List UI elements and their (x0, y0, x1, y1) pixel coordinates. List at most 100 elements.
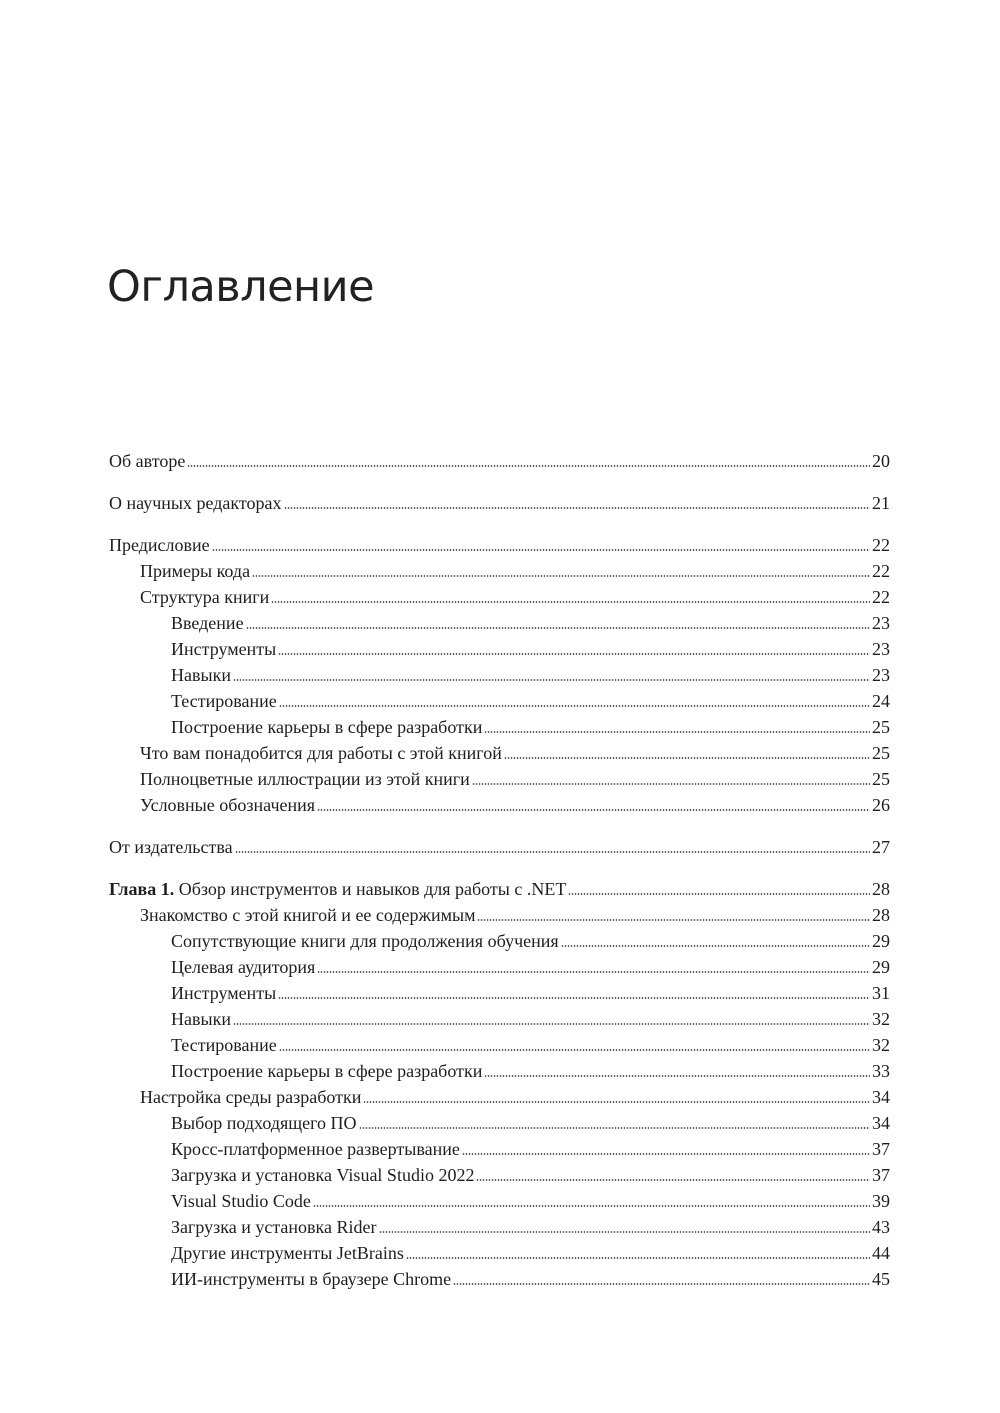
toc-entry[interactable]: Тестирование 32 (109, 1032, 890, 1058)
toc-entry[interactable]: Тестирование 24 (109, 688, 890, 714)
toc-entry-label: Структура книги (140, 587, 270, 607)
dot-leader (405, 1257, 870, 1259)
toc-entry[interactable]: Навыки 32 (109, 1006, 890, 1032)
toc-entry[interactable]: Загрузка и установка Rider 43 (109, 1214, 890, 1240)
dot-leader (363, 1101, 870, 1103)
chapter-number: Глава 1. (109, 879, 175, 899)
dot-leader (232, 679, 870, 681)
toc-entry[interactable]: Знакомство с этой книгой и ее содержимым… (109, 902, 890, 928)
toc-entry[interactable]: О научных редакторах 21 (109, 490, 890, 516)
toc-page-number: 23 (872, 665, 890, 685)
toc-entry[interactable]: Инструменты 31 (109, 980, 890, 1006)
toc-entry[interactable]: От издательства 27 (109, 834, 890, 860)
toc-entry-label: Инструменты (171, 983, 277, 1003)
toc-entry-title: Visual Studio Code (171, 1188, 311, 1214)
dot-leader (358, 1127, 870, 1129)
toc-entry-title: Инструменты (171, 636, 276, 662)
toc-page-number: 44 (872, 1243, 890, 1263)
toc-entry-title: Об авторе (109, 448, 185, 474)
toc-entry-title: От издательства (109, 834, 233, 860)
toc-entry-label: Тестирование (171, 691, 277, 711)
toc-entry-title: Полноцветные иллюстрации из этой книги (140, 766, 470, 792)
toc-entry[interactable]: Примеры кода 22 (109, 558, 890, 584)
toc-page-number: 25 (872, 717, 890, 737)
toc-entry-title: Тестирование (171, 1032, 277, 1058)
dot-leader (278, 653, 870, 655)
toc-entry[interactable]: Целевая аудитория 29 (109, 954, 890, 980)
toc-entry-label: О научных редакторах (109, 493, 282, 513)
toc-group: Об авторе 20 (109, 448, 890, 474)
toc-entry[interactable]: Другие инструменты JetBrains 44 (109, 1240, 890, 1266)
toc-page-number: 43 (872, 1217, 890, 1237)
toc-entry-title: Структура книги (140, 584, 269, 610)
dot-leader (278, 1049, 870, 1051)
toc-page-number: 32 (872, 1009, 890, 1029)
dot-leader (234, 851, 870, 853)
toc-entry-title: Примеры кода (140, 558, 250, 584)
toc-page-number: 24 (872, 691, 890, 711)
toc-entry-label: Инструменты (171, 639, 277, 659)
toc-page-number: 20 (872, 451, 890, 471)
toc-page-number: 22 (872, 561, 890, 581)
dot-leader (211, 549, 870, 551)
toc-entry[interactable]: Загрузка и установка Visual Studio 2022 3… (109, 1162, 890, 1188)
dot-leader (378, 1231, 870, 1233)
toc-entry-title: Условные обозначения (140, 792, 315, 818)
toc-entry-title: Тестирование (171, 688, 277, 714)
toc-entry[interactable]: Полноцветные иллюстрации из этой книги 25 (109, 766, 890, 792)
toc-entry[interactable]: Условные обозначения 26 (109, 792, 890, 818)
toc-page-number: 25 (872, 743, 890, 763)
toc-entry[interactable]: Построение карьеры в сфере разработки 25 (109, 714, 890, 740)
toc-entry-label: Выбор подходящего ПО (171, 1113, 357, 1133)
toc-page-number: 32 (872, 1035, 890, 1055)
toc-entry[interactable]: Глава 1. Обзор инструментов и навыков дл… (109, 876, 890, 902)
dot-leader (271, 601, 870, 603)
toc-page-number: 27 (872, 837, 890, 857)
toc-entry[interactable]: Структура книги 22 (109, 584, 890, 610)
toc-entry[interactable]: ИИ-инструменты в браузере Chrome 45 (109, 1266, 890, 1292)
toc-group: Глава 1. Обзор инструментов и навыков дл… (109, 876, 890, 1292)
toc-entry[interactable]: Об авторе 20 (109, 448, 890, 474)
toc-page-number: 25 (872, 769, 890, 789)
toc-entry[interactable]: Выбор подходящего ПО 34 (109, 1110, 890, 1136)
toc-entry-label: ИИ-инструменты в браузере Chrome (171, 1269, 452, 1289)
toc-page-number: 37 (872, 1165, 890, 1185)
toc-page-number: 37 (872, 1139, 890, 1159)
toc-entry[interactable]: Что вам понадобится для работы с этой кн… (109, 740, 890, 766)
toc-entry-title: Построение карьеры в сфере разработки (171, 714, 482, 740)
dot-leader (187, 465, 870, 467)
toc-page-number: 33 (872, 1061, 890, 1081)
toc-entry-label: Обзор инструментов и навыков для работы … (174, 879, 567, 899)
toc-entry[interactable]: Предисловие 22 (109, 532, 890, 558)
toc-entry-label: Знакомство с этой книгой и ее содержимым (140, 905, 476, 925)
toc-entry-label: Кросс-платформенное развертывание (171, 1139, 460, 1159)
dot-leader (232, 1023, 870, 1025)
toc-page-number: 22 (872, 587, 890, 607)
toc-entry-title: Другие инструменты JetBrains (171, 1240, 404, 1266)
toc-entry[interactable]: Настройка среды разработки 34 (109, 1084, 890, 1110)
toc-entry[interactable]: Кросс-платформенное развертывание 37 (109, 1136, 890, 1162)
toc-entry[interactable]: Построение карьеры в сфере разработки 33 (109, 1058, 890, 1084)
dot-leader (471, 783, 870, 785)
toc-entry-title: Введение (171, 610, 244, 636)
toc-entry-label: Другие инструменты JetBrains (171, 1243, 404, 1263)
toc-entry-label: Об авторе (109, 451, 186, 471)
toc-entry-label: Загрузка и установка Rider (171, 1217, 377, 1237)
toc-entry-title: Знакомство с этой книгой и ее содержимым (140, 902, 475, 928)
toc-page-number: 31 (872, 983, 890, 1003)
dot-leader (484, 1075, 870, 1077)
toc-entry[interactable]: Инструменты 23 (109, 636, 890, 662)
dot-leader (245, 627, 870, 629)
toc-group: О научных редакторах 21 (109, 490, 890, 516)
toc-entry-title: Навыки (171, 1006, 231, 1032)
toc-entry[interactable]: Навыки 23 (109, 662, 890, 688)
toc-entry-label: Полноцветные иллюстрации из этой книги (140, 769, 470, 789)
toc-page-number: 34 (872, 1087, 890, 1107)
toc-entry-title: Глава 1. Обзор инструментов и навыков дл… (109, 876, 566, 902)
toc-entry-title: О научных редакторах (109, 490, 282, 516)
toc-entry-label: Предисловие (109, 535, 210, 555)
toc-entry[interactable]: Сопутствующие книги для продолжения обуч… (109, 928, 890, 954)
toc-entry[interactable]: Visual Studio Code 39 (109, 1188, 890, 1214)
toc-entry[interactable]: Введение 23 (109, 610, 890, 636)
toc-entry-title: Выбор подходящего ПО (171, 1110, 357, 1136)
